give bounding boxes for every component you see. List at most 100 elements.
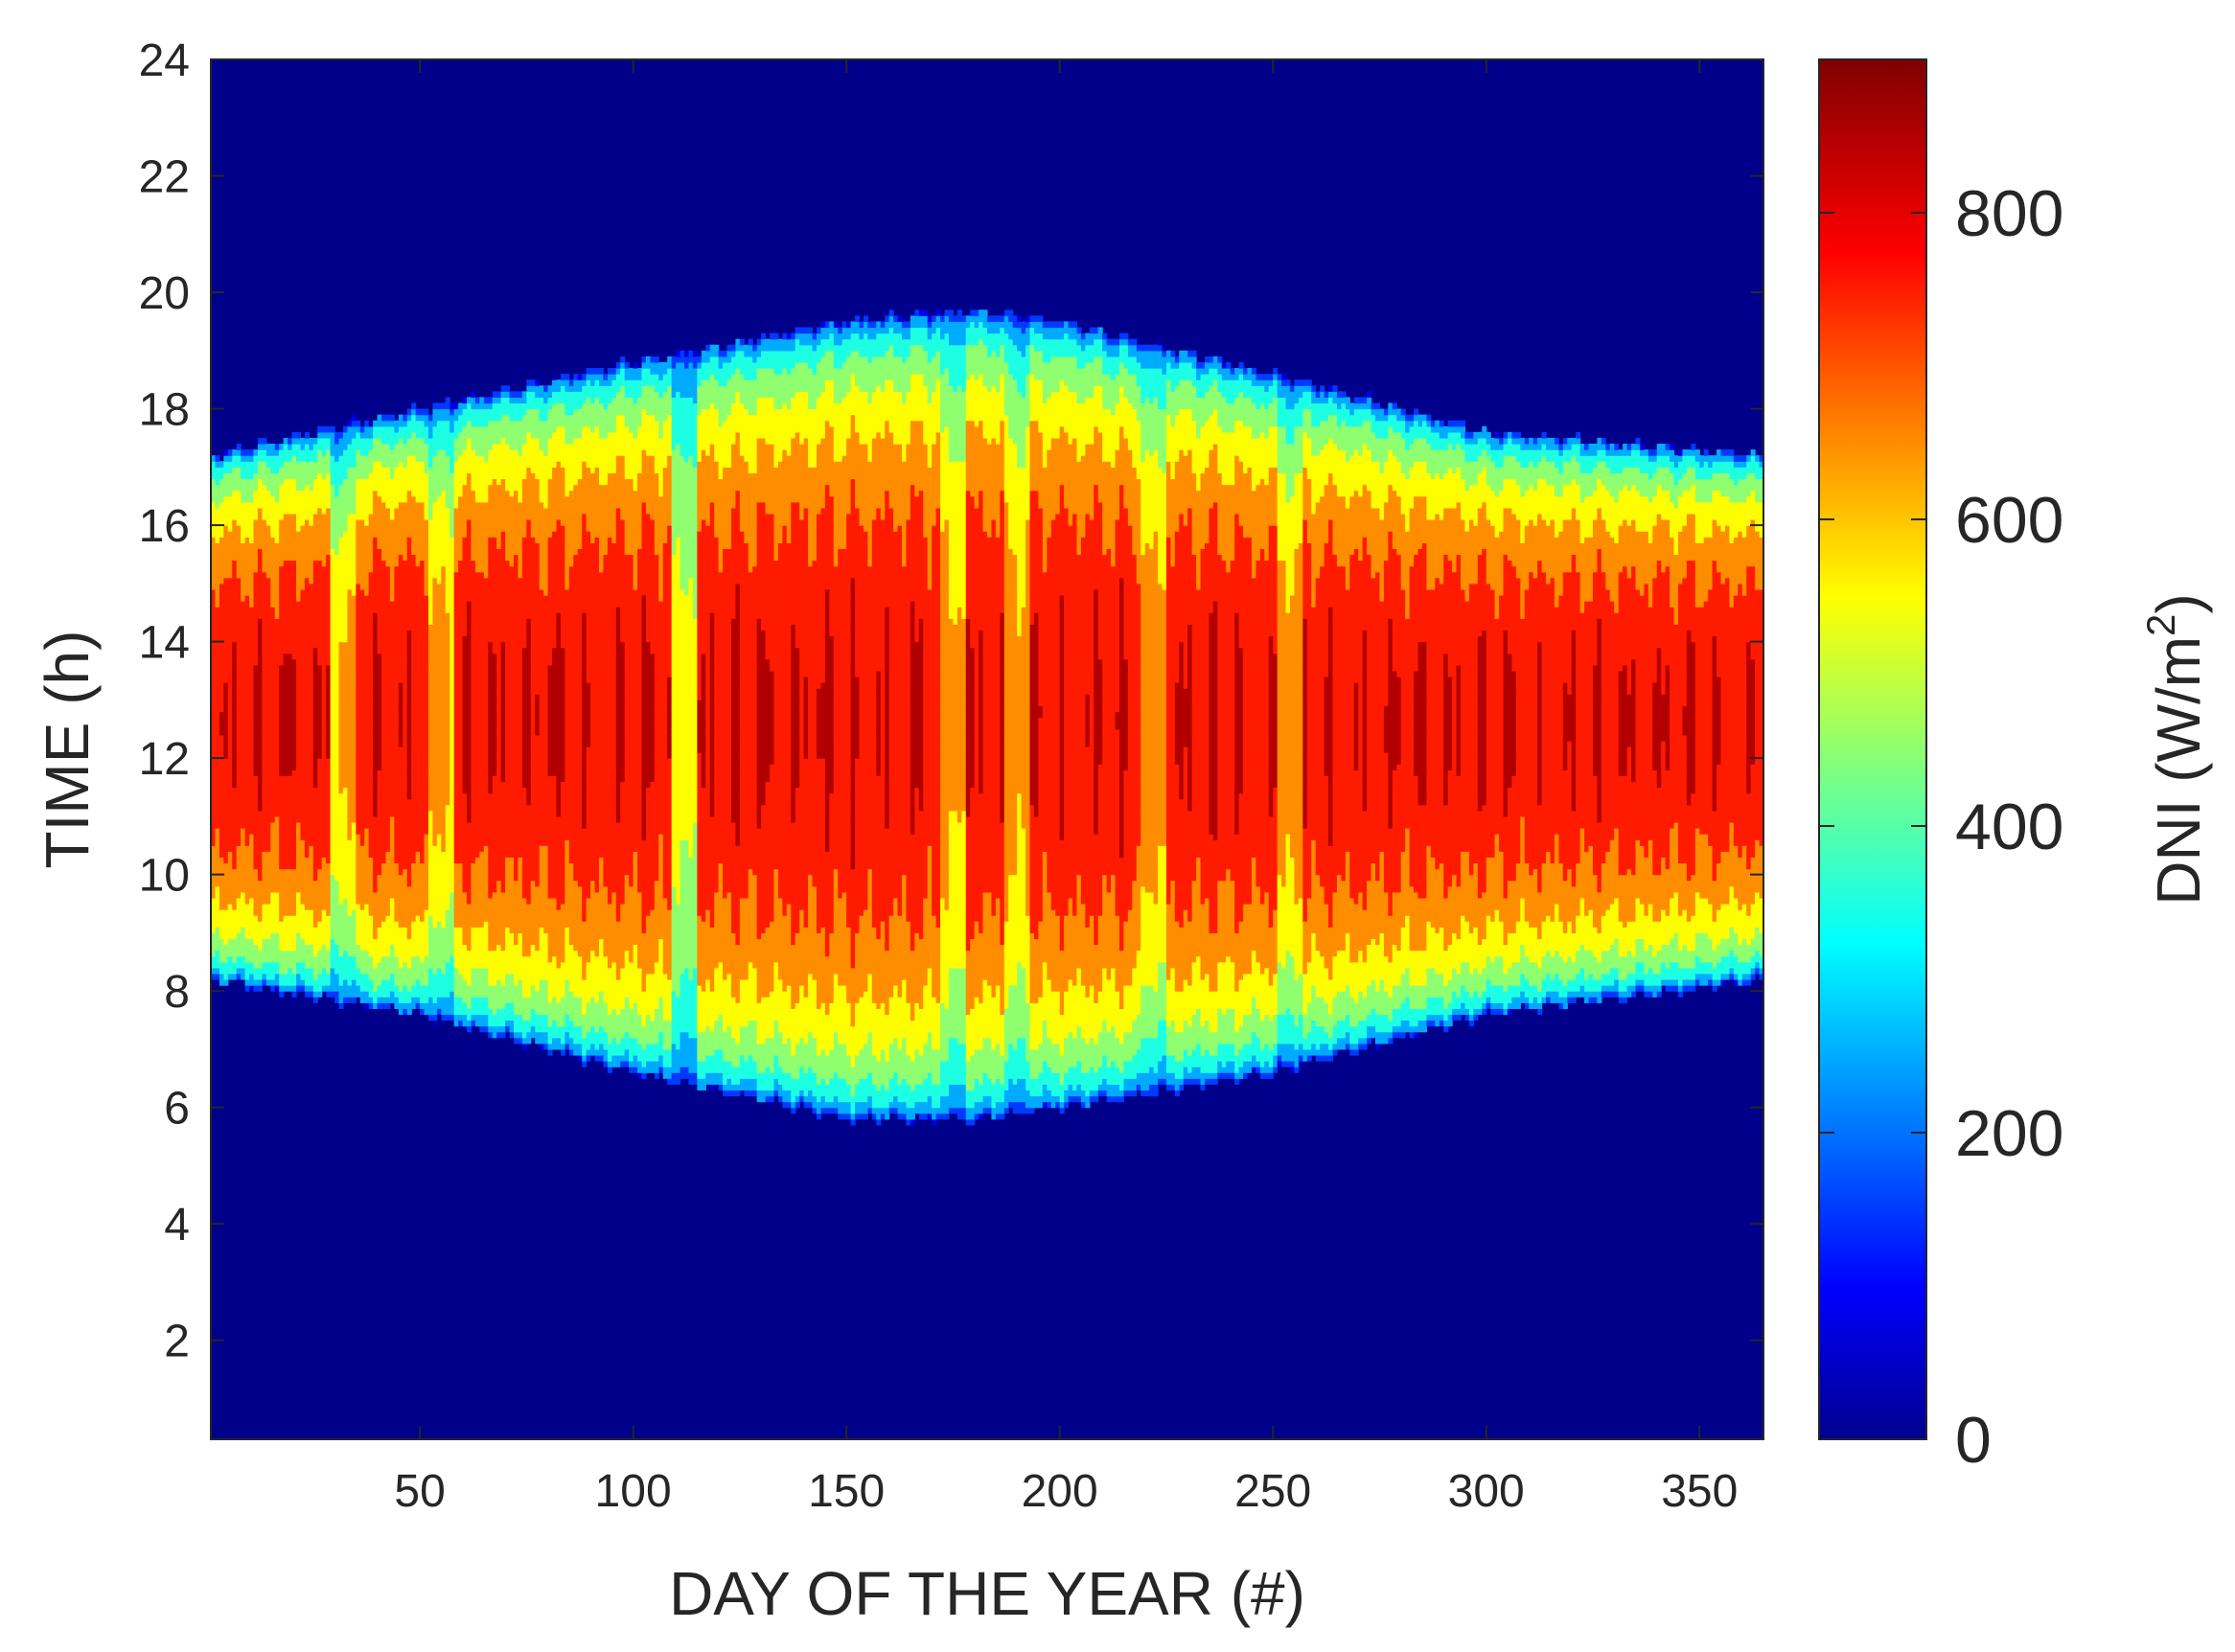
contour-cell <box>411 915 416 922</box>
contour-cell <box>237 769 242 776</box>
contour-cell <box>245 537 250 543</box>
contour-cell <box>228 904 233 910</box>
contour-cell <box>411 951 416 957</box>
contour-cell <box>403 735 407 742</box>
contour-cell <box>369 572 374 579</box>
contour-cell <box>258 962 263 969</box>
contour-cell <box>245 834 250 840</box>
contour-cell <box>394 1002 399 1009</box>
contour-cell <box>215 898 219 905</box>
contour-cell <box>219 531 224 538</box>
contour-cell <box>347 828 352 835</box>
contour-cell <box>381 951 386 957</box>
contour-cell <box>284 862 288 869</box>
contour-cell <box>390 811 395 817</box>
contour-cell <box>232 542 237 549</box>
contour-cell <box>394 921 399 928</box>
contour-cell <box>411 816 416 823</box>
contour-cell <box>322 862 327 869</box>
contour-cell <box>309 851 313 858</box>
contour-cell <box>288 601 292 608</box>
contour-cell <box>300 764 305 770</box>
contour-cell <box>219 671 224 677</box>
contour-cell <box>411 909 416 916</box>
contour-cell <box>305 764 310 770</box>
contour-cell <box>373 665 378 672</box>
contour-cell <box>407 746 412 753</box>
contour-cell <box>403 938 407 945</box>
contour-cell <box>369 881 374 887</box>
contour-cell <box>356 875 360 882</box>
contour-cell <box>249 548 254 555</box>
contour-cell <box>378 945 382 952</box>
contour-cell <box>249 839 254 846</box>
contour-cell <box>407 938 412 945</box>
contour-cell <box>245 508 250 515</box>
contour-cell <box>228 781 233 788</box>
contour-cell <box>232 496 237 503</box>
contour-cell <box>347 572 352 579</box>
contour-cell <box>258 845 263 852</box>
contour-cell <box>313 485 318 492</box>
contour-cell <box>331 642 335 649</box>
contour-cell <box>215 601 219 608</box>
contour-cell <box>245 601 250 608</box>
contour-cell <box>305 508 310 515</box>
contour-cell <box>262 449 266 456</box>
contour-cell <box>394 805 399 812</box>
contour-cell <box>292 951 297 957</box>
contour-cell <box>241 654 245 660</box>
contour-cell <box>343 769 348 776</box>
contour-cell <box>326 758 331 765</box>
contour-cell <box>378 542 382 549</box>
contour-cell <box>369 723 374 730</box>
contour-cell <box>399 421 403 427</box>
contour-cell <box>237 805 242 812</box>
contour-cell <box>399 752 403 759</box>
contour-cell <box>394 729 399 736</box>
contour-cell <box>288 467 292 473</box>
contour-cell <box>373 537 378 543</box>
contour-cell <box>249 956 254 963</box>
contour-cell <box>356 688 360 695</box>
contour-cell <box>326 612 331 619</box>
contour-cell <box>385 787 390 793</box>
contour-cell <box>331 816 335 823</box>
contour-cell <box>331 898 335 905</box>
contour-cell <box>381 862 386 869</box>
contour-cell <box>279 881 284 887</box>
contour-cell <box>300 566 305 573</box>
contour-cell <box>378 561 382 567</box>
contour-cell <box>369 781 374 788</box>
contour-cell <box>364 548 369 555</box>
contour-cell <box>292 572 297 579</box>
contour-cell <box>347 682 352 689</box>
contour-cell <box>347 694 352 700</box>
contour-cell <box>356 584 360 590</box>
contour-cell <box>394 659 399 666</box>
contour-cell <box>279 886 284 893</box>
contour-cell <box>369 485 374 492</box>
contour-cell <box>313 630 318 636</box>
contour-cell <box>279 671 284 677</box>
contour-cell <box>309 787 313 793</box>
contour-cell <box>266 455 271 462</box>
contour-cell <box>326 525 331 532</box>
contour-cell <box>369 811 374 817</box>
contour-cell <box>352 607 357 613</box>
contour-cell <box>270 979 275 986</box>
contour-cell <box>339 862 344 869</box>
contour-cell <box>258 723 263 730</box>
contour-cell <box>237 811 242 817</box>
contour-cell <box>266 636 271 643</box>
contour-cell <box>356 624 360 631</box>
contour-cell <box>237 869 242 876</box>
contour-cell <box>403 962 407 969</box>
contour-cell <box>334 769 339 776</box>
contour-cell <box>343 793 348 800</box>
contour-cell <box>300 449 305 456</box>
contour-cell <box>390 554 395 561</box>
contour-cell <box>394 892 399 899</box>
contour-cell <box>390 485 395 492</box>
contour-cell <box>300 805 305 812</box>
